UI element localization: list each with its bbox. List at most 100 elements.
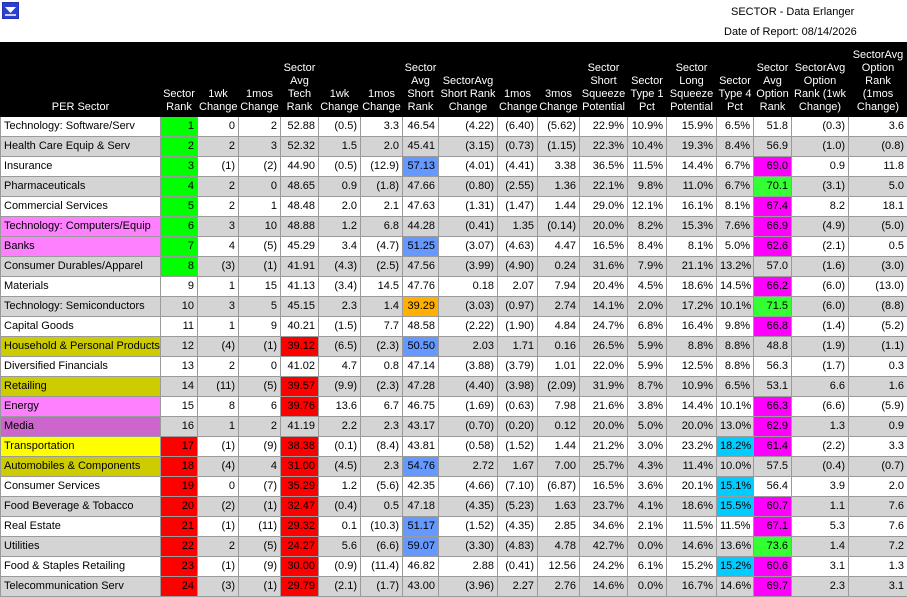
cell: 57.5 [754, 457, 792, 477]
sector-name: Household & Personal Products [1, 337, 161, 357]
cell: (1.31) [439, 197, 498, 217]
cell: 3.8% [628, 397, 667, 417]
cell: 3.4 [319, 237, 361, 257]
cell: (5) [239, 237, 281, 257]
cell: 47.66 [403, 177, 439, 197]
cell: 10.0% [717, 457, 754, 477]
cell: 14.5% [717, 277, 754, 297]
cell: 23 [161, 557, 198, 577]
column-header: Sector Rank [161, 43, 198, 117]
cell: 1.4 [361, 297, 403, 317]
cell: 39.12 [281, 337, 319, 357]
cell: 43.17 [403, 417, 439, 437]
cell: (4.63) [498, 237, 538, 257]
cell: 8.8% [717, 337, 754, 357]
cell: 4.5% [628, 277, 667, 297]
sector-name: Food & Staples Retailing [1, 557, 161, 577]
cell: 2 [239, 417, 281, 437]
cell: 18.2% [717, 437, 754, 457]
cell: (5.6) [361, 477, 403, 497]
cell: (5.23) [498, 497, 538, 517]
cell: (8.4) [361, 437, 403, 457]
cell: 21.6% [580, 397, 628, 417]
cell: 39.76 [281, 397, 319, 417]
column-header: SectorAvg Short Rank Change [439, 43, 498, 117]
sector-name: Retailing [1, 377, 161, 397]
cell: 12 [161, 337, 198, 357]
cell: (1) [239, 497, 281, 517]
cell: (11) [198, 377, 239, 397]
cell: 32.47 [281, 497, 319, 517]
cell: 8.8% [717, 357, 754, 377]
cell: 0.16 [538, 337, 580, 357]
cell: 16.7% [667, 577, 717, 597]
cell: 1.6 [849, 377, 907, 397]
cell: 1 [198, 277, 239, 297]
cell: 7.94 [538, 277, 580, 297]
cell: 10.9% [667, 377, 717, 397]
cell: 2 [198, 537, 239, 557]
cell: 24 [161, 577, 198, 597]
cell: 45.29 [281, 237, 319, 257]
cell: 53.1 [754, 377, 792, 397]
cell: (4.9) [792, 217, 849, 237]
cell: (13.0) [849, 277, 907, 297]
cell: 61.4 [754, 437, 792, 457]
cell: 2.1% [628, 517, 667, 537]
cell: (3.30) [439, 537, 498, 557]
cell: 22 [161, 537, 198, 557]
cell: (1.6) [792, 257, 849, 277]
cell: 5.0% [717, 237, 754, 257]
cell: (3.07) [439, 237, 498, 257]
cell: (0.41) [498, 557, 538, 577]
cell: 15.3% [667, 217, 717, 237]
cell: 5 [239, 297, 281, 317]
cell: 3 [239, 137, 281, 157]
cell: 0.24 [538, 257, 580, 277]
cell: 47.63 [403, 197, 439, 217]
cell: 56.3 [754, 357, 792, 377]
cell: 0 [198, 117, 239, 137]
cell: (3.4) [319, 277, 361, 297]
cell: (6.0) [792, 297, 849, 317]
cell: (0.8) [849, 137, 907, 157]
cell: 8.2 [792, 197, 849, 217]
cell: 0.9 [319, 177, 361, 197]
cell: 44.90 [281, 157, 319, 177]
cell: 0.12 [538, 417, 580, 437]
cell: (6.0) [792, 277, 849, 297]
cell: 2 [239, 117, 281, 137]
cell: (1.15) [538, 137, 580, 157]
cell: 10.4% [628, 137, 667, 157]
cell: (9.9) [319, 377, 361, 397]
report-date: Date of Report: 08/14/2026 [724, 26, 857, 38]
cell: 1.36 [538, 177, 580, 197]
cell: 15.2% [667, 557, 717, 577]
cell: 50.50 [403, 337, 439, 357]
cell: 2.0 [361, 137, 403, 157]
cell: 3.9 [792, 477, 849, 497]
cell: (0.7) [849, 457, 907, 477]
cell: 7.6 [849, 497, 907, 517]
cell: 11.0% [667, 177, 717, 197]
menu-toggle[interactable] [2, 2, 19, 19]
cell: (0.1) [319, 437, 361, 457]
cell: 51.8 [754, 117, 792, 137]
sector-name: Materials [1, 277, 161, 297]
cell: 31.9% [580, 377, 628, 397]
cell: (1) [239, 337, 281, 357]
cell: 2.85 [538, 517, 580, 537]
cell: (3.15) [439, 137, 498, 157]
cell: 11.5% [628, 157, 667, 177]
cell: 26.5% [580, 337, 628, 357]
cell: 23.7% [580, 497, 628, 517]
sector-name: Health Care Equip & Serv [1, 137, 161, 157]
cell: 39.57 [281, 377, 319, 397]
